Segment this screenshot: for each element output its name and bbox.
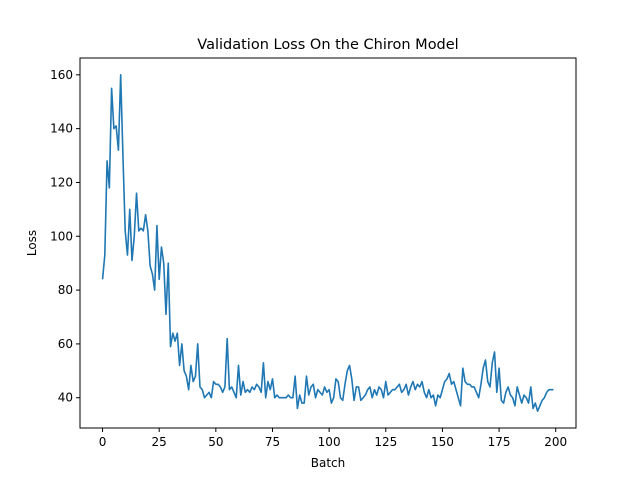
- x-tick-label: 150: [431, 435, 454, 449]
- plot-area: [80, 58, 576, 428]
- chart-title: Validation Loss On the Chiron Model: [197, 37, 458, 53]
- x-tick-label: 75: [265, 435, 280, 449]
- y-tick-label: 140: [50, 122, 73, 136]
- y-tick-label: 100: [50, 229, 73, 243]
- x-tick-label: 0: [99, 435, 107, 449]
- y-tick-label: 40: [58, 391, 73, 405]
- x-axis-ticks: 0 25 50 75 100 125 150 175 200: [99, 428, 567, 449]
- x-axis-title: Batch: [311, 456, 346, 470]
- y-tick-label: 160: [50, 68, 73, 82]
- x-tick-label: 200: [544, 435, 567, 449]
- y-tick-label: 80: [58, 283, 73, 297]
- x-tick-label: 100: [318, 435, 341, 449]
- y-axis-title: Loss: [25, 230, 39, 256]
- series-marks: [101, 74, 554, 412]
- y-tick-label: 60: [58, 337, 73, 351]
- x-tick-label: 50: [208, 435, 223, 449]
- x-tick-label: 25: [152, 435, 167, 449]
- y-axis-ticks: 40 60 80 100 120 140 160: [50, 68, 80, 405]
- series-line-0: [101, 74, 554, 412]
- y-tick-label: 120: [50, 175, 73, 189]
- x-tick-label: 175: [488, 435, 511, 449]
- x-tick-label: 125: [374, 435, 397, 449]
- plot-border: [79, 57, 577, 429]
